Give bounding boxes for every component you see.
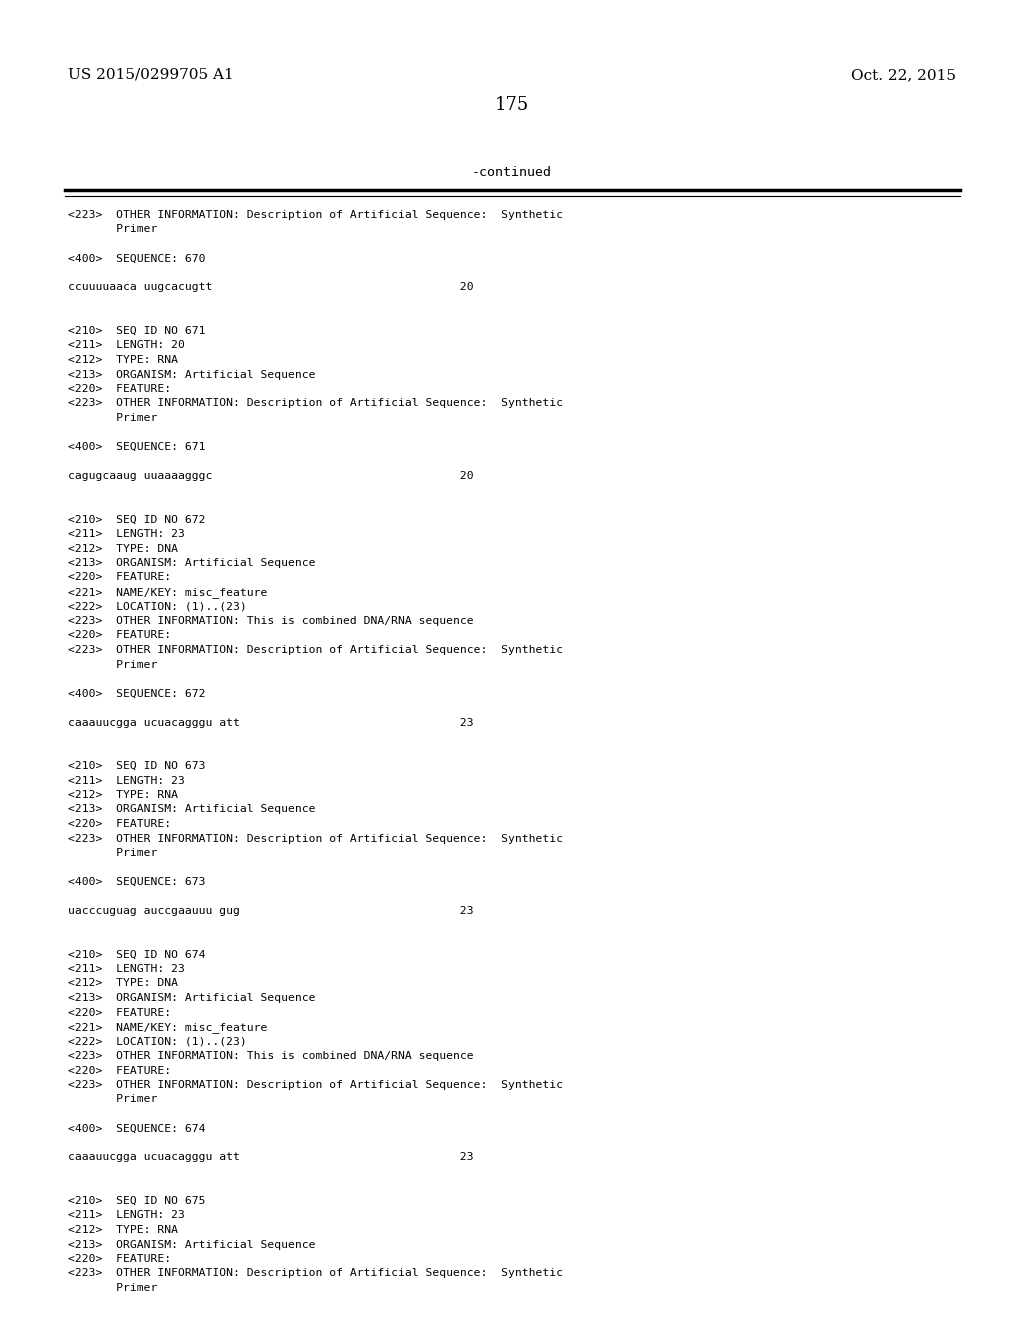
Text: <212>  TYPE: RNA: <212> TYPE: RNA <box>68 1225 178 1236</box>
Text: <210>  SEQ ID NO 672: <210> SEQ ID NO 672 <box>68 515 206 524</box>
Text: -continued: -continued <box>472 165 552 178</box>
Text: <220>  FEATURE:: <220> FEATURE: <box>68 384 171 393</box>
Text: <210>  SEQ ID NO 674: <210> SEQ ID NO 674 <box>68 949 206 960</box>
Text: <213>  ORGANISM: Artificial Sequence: <213> ORGANISM: Artificial Sequence <box>68 804 315 814</box>
Text: <212>  TYPE: DNA: <212> TYPE: DNA <box>68 544 178 553</box>
Text: <220>  FEATURE:: <220> FEATURE: <box>68 818 171 829</box>
Text: <212>  TYPE: DNA: <212> TYPE: DNA <box>68 978 178 989</box>
Text: <223>  OTHER INFORMATION: Description of Artificial Sequence:  Synthetic: <223> OTHER INFORMATION: Description of … <box>68 1269 563 1279</box>
Text: <400>  SEQUENCE: 672: <400> SEQUENCE: 672 <box>68 689 206 698</box>
Text: <400>  SEQUENCE: 674: <400> SEQUENCE: 674 <box>68 1123 206 1134</box>
Text: <213>  ORGANISM: Artificial Sequence: <213> ORGANISM: Artificial Sequence <box>68 1239 315 1250</box>
Text: <220>  FEATURE:: <220> FEATURE: <box>68 1007 171 1018</box>
Text: <400>  SEQUENCE: 673: <400> SEQUENCE: 673 <box>68 876 206 887</box>
Text: <222>  LOCATION: (1)..(23): <222> LOCATION: (1)..(23) <box>68 602 247 611</box>
Text: <213>  ORGANISM: Artificial Sequence: <213> ORGANISM: Artificial Sequence <box>68 993 315 1003</box>
Text: <220>  FEATURE:: <220> FEATURE: <box>68 1065 171 1076</box>
Text: <213>  ORGANISM: Artificial Sequence: <213> ORGANISM: Artificial Sequence <box>68 370 315 380</box>
Text: <223>  OTHER INFORMATION: Description of Artificial Sequence:  Synthetic: <223> OTHER INFORMATION: Description of … <box>68 645 563 655</box>
Text: <211>  LENGTH: 20: <211> LENGTH: 20 <box>68 341 185 351</box>
Text: <213>  ORGANISM: Artificial Sequence: <213> ORGANISM: Artificial Sequence <box>68 558 315 568</box>
Text: Primer: Primer <box>68 660 158 669</box>
Text: <223>  OTHER INFORMATION: Description of Artificial Sequence:  Synthetic: <223> OTHER INFORMATION: Description of … <box>68 210 563 220</box>
Text: <220>  FEATURE:: <220> FEATURE: <box>68 573 171 582</box>
Text: uacccuguag auccgaauuu gug                                23: uacccuguag auccgaauuu gug 23 <box>68 906 474 916</box>
Text: <210>  SEQ ID NO 671: <210> SEQ ID NO 671 <box>68 326 206 337</box>
Text: ccuuuuaaca uugcacugtt                                    20: ccuuuuaaca uugcacugtt 20 <box>68 282 474 293</box>
Text: caaauucgga ucuacagggu att                                23: caaauucgga ucuacagggu att 23 <box>68 1152 474 1163</box>
Text: cagugcaaug uuaaaagggc                                    20: cagugcaaug uuaaaagggc 20 <box>68 471 474 480</box>
Text: <211>  LENGTH: 23: <211> LENGTH: 23 <box>68 1210 185 1221</box>
Text: <222>  LOCATION: (1)..(23): <222> LOCATION: (1)..(23) <box>68 1036 247 1047</box>
Text: <220>  FEATURE:: <220> FEATURE: <box>68 1254 171 1265</box>
Text: Primer: Primer <box>68 1283 158 1294</box>
Text: 175: 175 <box>495 96 529 114</box>
Text: Primer: Primer <box>68 224 158 235</box>
Text: Primer: Primer <box>68 413 158 422</box>
Text: <212>  TYPE: RNA: <212> TYPE: RNA <box>68 789 178 800</box>
Text: <221>  NAME/KEY: misc_feature: <221> NAME/KEY: misc_feature <box>68 1022 267 1034</box>
Text: <210>  SEQ ID NO 675: <210> SEQ ID NO 675 <box>68 1196 206 1206</box>
Text: <211>  LENGTH: 23: <211> LENGTH: 23 <box>68 776 185 785</box>
Text: US 2015/0299705 A1: US 2015/0299705 A1 <box>68 69 233 82</box>
Text: <221>  NAME/KEY: misc_feature: <221> NAME/KEY: misc_feature <box>68 587 267 598</box>
Text: <220>  FEATURE:: <220> FEATURE: <box>68 631 171 640</box>
Text: <223>  OTHER INFORMATION: This is combined DNA/RNA sequence: <223> OTHER INFORMATION: This is combine… <box>68 616 474 626</box>
Text: <211>  LENGTH: 23: <211> LENGTH: 23 <box>68 529 185 539</box>
Text: <223>  OTHER INFORMATION: Description of Artificial Sequence:  Synthetic: <223> OTHER INFORMATION: Description of … <box>68 1080 563 1090</box>
Text: <210>  SEQ ID NO 673: <210> SEQ ID NO 673 <box>68 762 206 771</box>
Text: <223>  OTHER INFORMATION: Description of Artificial Sequence:  Synthetic: <223> OTHER INFORMATION: Description of … <box>68 399 563 408</box>
Text: <212>  TYPE: RNA: <212> TYPE: RNA <box>68 355 178 366</box>
Text: Primer: Primer <box>68 847 158 858</box>
Text: caaauucgga ucuacagggu att                                23: caaauucgga ucuacagggu att 23 <box>68 718 474 727</box>
Text: <223>  OTHER INFORMATION: This is combined DNA/RNA sequence: <223> OTHER INFORMATION: This is combine… <box>68 1051 474 1061</box>
Text: <211>  LENGTH: 23: <211> LENGTH: 23 <box>68 964 185 974</box>
Text: <400>  SEQUENCE: 671: <400> SEQUENCE: 671 <box>68 442 206 451</box>
Text: <223>  OTHER INFORMATION: Description of Artificial Sequence:  Synthetic: <223> OTHER INFORMATION: Description of … <box>68 833 563 843</box>
Text: Primer: Primer <box>68 1094 158 1105</box>
Text: Oct. 22, 2015: Oct. 22, 2015 <box>851 69 956 82</box>
Text: <400>  SEQUENCE: 670: <400> SEQUENCE: 670 <box>68 253 206 264</box>
